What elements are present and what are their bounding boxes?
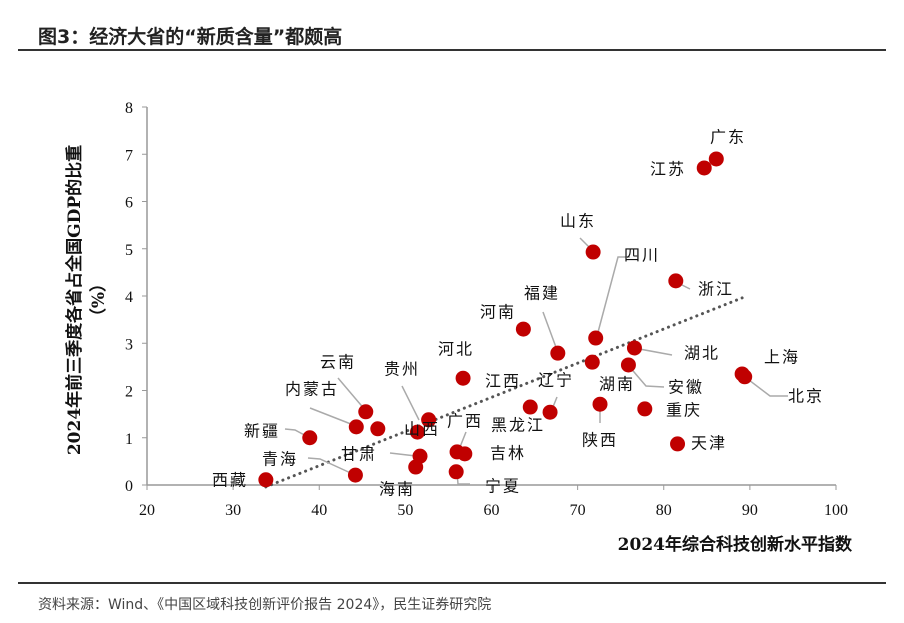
- data-label: 贵州: [384, 360, 420, 379]
- data-label: 黑龙江: [491, 416, 545, 435]
- data-point: [584, 354, 600, 370]
- leader-line: [389, 452, 417, 457]
- data-label: 云南: [320, 353, 356, 372]
- data-label: 河北: [438, 340, 474, 359]
- data-point: [626, 340, 642, 356]
- leader-line: [744, 376, 788, 397]
- y-tick-label: 6: [125, 195, 133, 212]
- data-label: 河南: [480, 303, 516, 322]
- y-axis-unit: （%）: [88, 275, 109, 325]
- leader-line: [596, 256, 630, 337]
- data-point: [542, 404, 558, 420]
- y-tick-label: 0: [125, 478, 133, 495]
- leader-line: [337, 377, 367, 412]
- y-axis-label: 2024年前三季度各省占全国GDP的比重: [64, 145, 85, 455]
- y-tick-label: 2: [125, 384, 133, 401]
- x-tick-label: 70: [570, 502, 586, 519]
- data-label: 山西: [404, 420, 440, 439]
- data-label: 新疆: [244, 422, 280, 441]
- data-label: 天津: [691, 434, 727, 453]
- y-tick-label: 8: [125, 100, 133, 117]
- data-point: [515, 321, 531, 337]
- data-label: 吉林: [490, 444, 526, 463]
- y-tick-label: 7: [125, 147, 133, 164]
- data-label: 福建: [524, 284, 560, 303]
- trend-line: [264, 296, 744, 489]
- leader-line: [307, 457, 356, 476]
- x-tick-label: 50: [397, 502, 413, 519]
- x-tick-label: 60: [484, 502, 500, 519]
- data-point: [708, 151, 724, 167]
- data-point: [348, 419, 364, 435]
- data-label: 重庆: [666, 401, 702, 420]
- y-tick-label: 3: [125, 336, 133, 353]
- data-point: [409, 424, 425, 440]
- x-tick-label: 90: [742, 502, 758, 519]
- data-point: [448, 464, 464, 480]
- x-tick-label: 40: [311, 502, 327, 519]
- data-label: 四川: [624, 246, 660, 265]
- data-point: [455, 370, 471, 386]
- data-point: [347, 467, 363, 483]
- data-point: [302, 430, 318, 446]
- figure-title: 图3：经济大省的“新质含量”都颇高: [38, 26, 343, 48]
- data-label: 青海: [262, 450, 298, 469]
- data-label: 广西: [447, 412, 483, 431]
- data-point: [421, 412, 437, 428]
- data-point: [592, 396, 608, 412]
- x-axis-label: 2024年综合科技创新水平指数: [618, 534, 853, 555]
- leader-line: [309, 407, 357, 427]
- data-label: 江苏: [650, 160, 686, 179]
- data-point: [637, 401, 653, 417]
- x-tick-label: 30: [225, 502, 241, 519]
- data-point: [737, 369, 753, 385]
- data-label: 广东: [710, 128, 746, 147]
- data-point: [358, 404, 374, 420]
- data-label: 甘肃: [341, 445, 377, 464]
- data-point: [522, 399, 538, 415]
- data-point: [696, 160, 712, 176]
- source-note: 资料来源：Wind、《中国区域科技创新评价报告 2024》，民生证券研究院: [38, 597, 492, 613]
- x-tick-label: 20: [139, 502, 155, 519]
- y-tick-label: 1: [125, 431, 133, 448]
- y-tick-label: 5: [125, 242, 133, 259]
- data-label: 上海: [764, 348, 800, 367]
- data-label: 北京: [788, 387, 824, 406]
- top-divider: [18, 49, 886, 51]
- data-point: [370, 421, 386, 437]
- data-point: [668, 273, 684, 289]
- data-label: 山东: [560, 212, 596, 231]
- data-label: 江西: [485, 372, 521, 391]
- data-label: 浙江: [698, 280, 734, 299]
- data-point: [258, 472, 274, 488]
- data-label: 安徽: [668, 378, 704, 397]
- data-label: 辽宁: [538, 371, 574, 390]
- data-point: [585, 244, 601, 260]
- leader-line: [542, 311, 558, 351]
- data-point: [670, 436, 686, 452]
- data-point: [550, 345, 566, 361]
- bottom-divider: [18, 582, 886, 584]
- data-point: [620, 357, 636, 373]
- data-point: [408, 459, 424, 475]
- data-label: 宁夏: [485, 477, 521, 496]
- data-label: 西藏: [212, 471, 248, 490]
- data-point: [449, 444, 465, 460]
- x-tick-label: 100: [824, 502, 848, 519]
- data-label: 湖南: [599, 375, 635, 394]
- data-point: [588, 330, 604, 346]
- data-label: 陕西: [582, 431, 618, 450]
- x-tick-label: 80: [656, 502, 672, 519]
- leader-line: [401, 385, 420, 421]
- data-label: 湖北: [684, 344, 720, 363]
- data-label: 海南: [379, 480, 415, 499]
- data-label: 内蒙古: [285, 380, 339, 399]
- leader-line: [627, 364, 665, 388]
- y-tick-label: 4: [125, 289, 133, 306]
